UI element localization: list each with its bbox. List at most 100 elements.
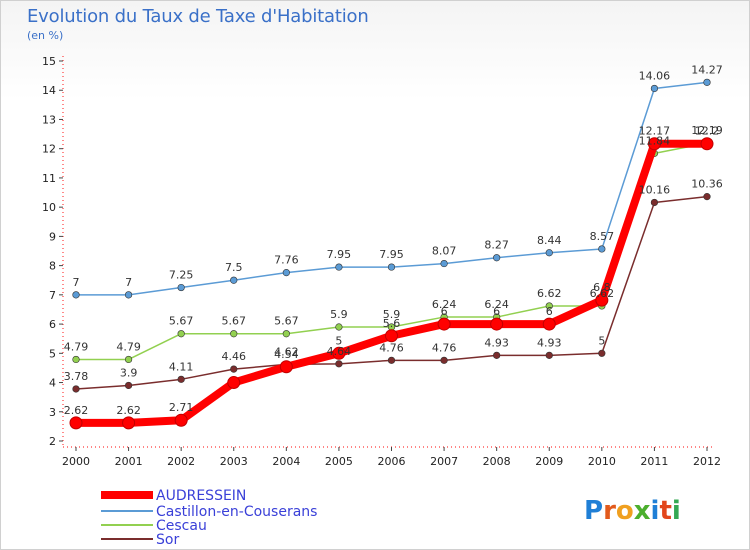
data-label: 7.25 bbox=[169, 269, 194, 282]
data-label: 4.79 bbox=[64, 340, 89, 353]
data-point bbox=[279, 360, 293, 374]
data-point bbox=[230, 276, 238, 284]
data-point bbox=[647, 137, 661, 151]
data-point bbox=[124, 291, 133, 299]
data-label: 14.27 bbox=[691, 63, 723, 76]
data-point bbox=[493, 351, 501, 359]
y-tick-label: 2 bbox=[49, 435, 56, 448]
y-tick-label: 4 bbox=[49, 377, 56, 390]
data-label: 5.9 bbox=[330, 308, 348, 321]
data-point bbox=[440, 259, 448, 268]
x-tick-label: 2011 bbox=[640, 455, 668, 468]
data-point bbox=[282, 330, 290, 338]
logo-letter: P bbox=[584, 496, 603, 526]
data-point bbox=[174, 413, 188, 427]
data-point bbox=[595, 293, 609, 307]
x-tick-label: 2004 bbox=[272, 455, 300, 468]
data-label: 2.71 bbox=[169, 401, 194, 414]
data-point bbox=[437, 317, 451, 331]
data-label: 4.64 bbox=[327, 345, 352, 358]
data-point bbox=[545, 302, 553, 310]
x-tick-label: 2007 bbox=[430, 455, 458, 468]
data-label: 4.46 bbox=[222, 350, 247, 363]
data-label: 4.76 bbox=[379, 341, 404, 354]
legend-label: Cescau bbox=[156, 518, 207, 534]
data-point bbox=[490, 317, 504, 331]
data-point bbox=[335, 263, 343, 271]
y-tick-label: 9 bbox=[49, 230, 56, 243]
x-tick-label: 2008 bbox=[483, 455, 511, 468]
logo-letter: i bbox=[651, 496, 660, 526]
data-label: 12.17 bbox=[639, 125, 671, 138]
data-point bbox=[69, 416, 83, 430]
data-point bbox=[703, 78, 711, 86]
data-label: 5 bbox=[335, 334, 342, 347]
data-label: 14.06 bbox=[639, 69, 671, 82]
data-label: 5.67 bbox=[274, 315, 299, 328]
data-label: 4.54 bbox=[274, 348, 299, 361]
y-tick-label: 10 bbox=[42, 201, 56, 214]
data-label: 6 bbox=[546, 305, 553, 318]
logo-letter: r bbox=[603, 496, 616, 526]
x-tick-label: 2002 bbox=[167, 455, 195, 468]
data-point bbox=[385, 329, 398, 343]
data-point bbox=[335, 323, 343, 331]
data-point bbox=[177, 330, 185, 338]
data-label: 5.9 bbox=[383, 308, 401, 321]
data-label: 11.84 bbox=[639, 134, 671, 147]
data-label: 4.93 bbox=[484, 336, 509, 349]
data-point bbox=[440, 356, 448, 364]
data-point bbox=[230, 330, 238, 338]
data-label: 3.9 bbox=[120, 366, 138, 379]
data-label: 2.62 bbox=[64, 404, 89, 417]
data-label: 8.07 bbox=[432, 245, 457, 258]
data-point bbox=[332, 346, 346, 360]
data-point bbox=[72, 385, 80, 393]
data-label: 5.67 bbox=[222, 315, 247, 328]
data-point bbox=[387, 356, 396, 364]
data-point bbox=[124, 355, 133, 364]
data-point bbox=[230, 365, 238, 373]
data-label: 7.95 bbox=[379, 248, 404, 261]
data-label: 7 bbox=[73, 276, 80, 289]
data-point bbox=[72, 291, 80, 299]
data-label: 5.67 bbox=[169, 315, 194, 328]
data-label: 5 bbox=[598, 334, 605, 347]
data-label: 6.8 bbox=[593, 281, 611, 294]
data-point bbox=[598, 349, 606, 357]
data-point bbox=[700, 137, 714, 151]
data-point bbox=[124, 381, 133, 390]
data-point bbox=[650, 84, 659, 93]
data-label: 8.27 bbox=[484, 239, 509, 252]
x-tick-label: 2010 bbox=[588, 455, 616, 468]
data-point bbox=[122, 416, 136, 430]
data-label: 4.79 bbox=[116, 340, 141, 353]
logo-letter: i bbox=[672, 496, 681, 526]
x-tick-label: 2000 bbox=[62, 455, 90, 468]
y-tick-label: 11 bbox=[42, 172, 56, 185]
data-point bbox=[598, 245, 606, 253]
x-tick-label: 2003 bbox=[220, 455, 248, 468]
logo-letter: t bbox=[659, 496, 671, 526]
data-point bbox=[335, 360, 343, 368]
data-label: 4.11 bbox=[169, 360, 194, 373]
y-tick-label: 8 bbox=[49, 260, 56, 273]
data-label: 4.93 bbox=[537, 336, 562, 349]
data-point bbox=[387, 263, 396, 271]
data-label: 4.62 bbox=[274, 345, 299, 358]
y-tick-label: 14 bbox=[42, 84, 56, 97]
y-tick-label: 12 bbox=[42, 143, 56, 156]
data-label: 3.78 bbox=[64, 370, 89, 383]
data-label: 8.44 bbox=[537, 234, 562, 247]
data-point bbox=[227, 376, 241, 390]
chart-subtitle: (en %) bbox=[27, 29, 64, 42]
data-point bbox=[493, 254, 501, 262]
legend-label: Sor bbox=[156, 532, 179, 548]
data-point bbox=[177, 283, 185, 292]
x-tick-label: 2005 bbox=[325, 455, 353, 468]
data-label: 8.57 bbox=[590, 230, 615, 243]
y-tick-label: 13 bbox=[42, 113, 56, 126]
data-point bbox=[545, 249, 553, 257]
